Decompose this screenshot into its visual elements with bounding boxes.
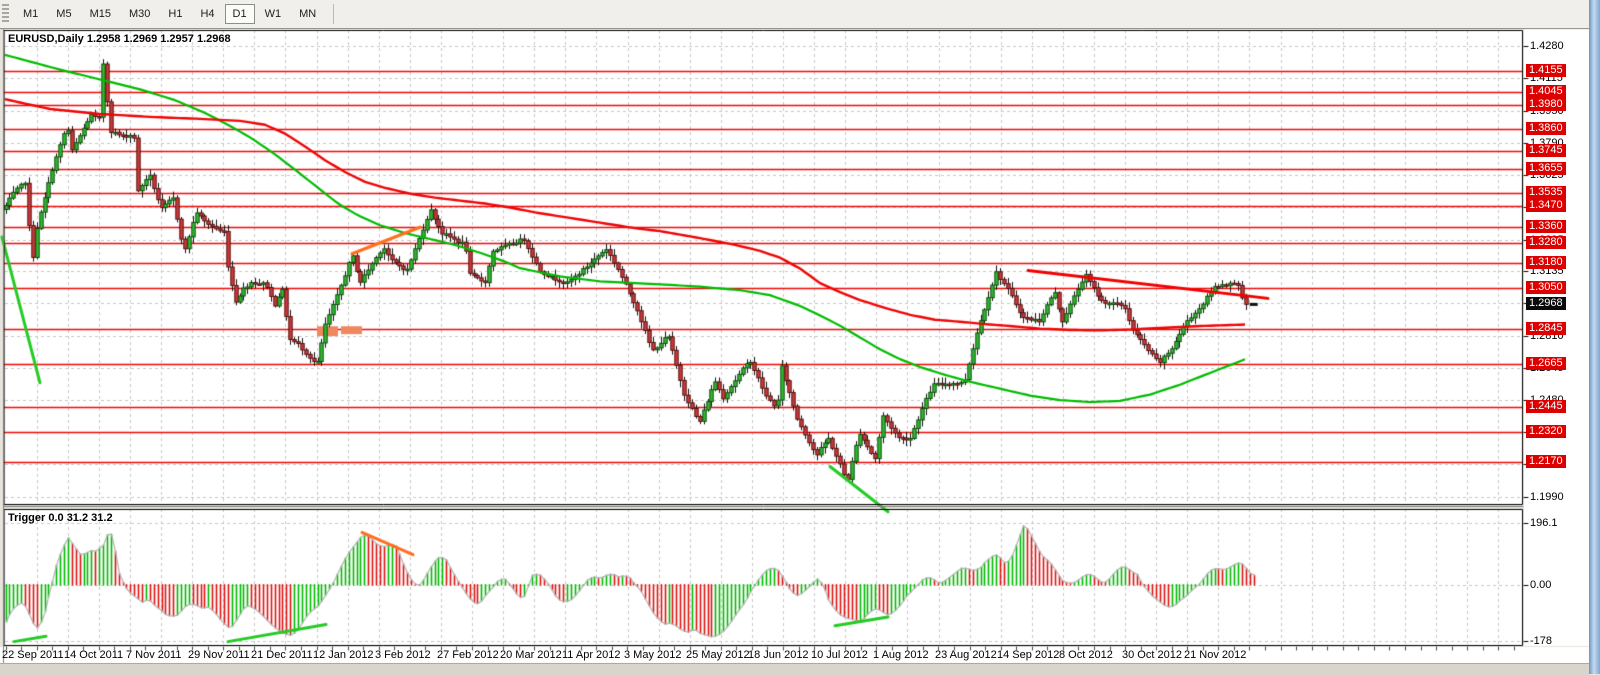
toolbar-divider — [333, 4, 335, 24]
timeframe-button-m5[interactable]: M5 — [48, 4, 79, 24]
window-right-edge — [1589, 0, 1600, 674]
timeframe-button-mn[interactable]: MN — [291, 4, 324, 24]
timeframe-button-h1[interactable]: H1 — [160, 4, 190, 24]
timeframe-button-h4[interactable]: H4 — [192, 4, 222, 24]
window-bottom-strip — [0, 663, 1589, 675]
timeframe-button-m15[interactable]: M15 — [82, 4, 119, 24]
timeframe-button-m30[interactable]: M30 — [121, 4, 158, 24]
timeframe-button-m1[interactable]: M1 — [15, 4, 46, 24]
timeframe-button-d1[interactable]: D1 — [224, 4, 255, 24]
toolbar-grip-icon[interactable] — [2, 4, 9, 24]
timeframe-button-w1[interactable]: W1 — [257, 4, 290, 24]
timeframe-toolbar: M1 M5 M15 M30 H1 H4 D1 W1 MN — [0, 0, 1589, 29]
panel-splitter[interactable] — [4, 505, 1523, 510]
